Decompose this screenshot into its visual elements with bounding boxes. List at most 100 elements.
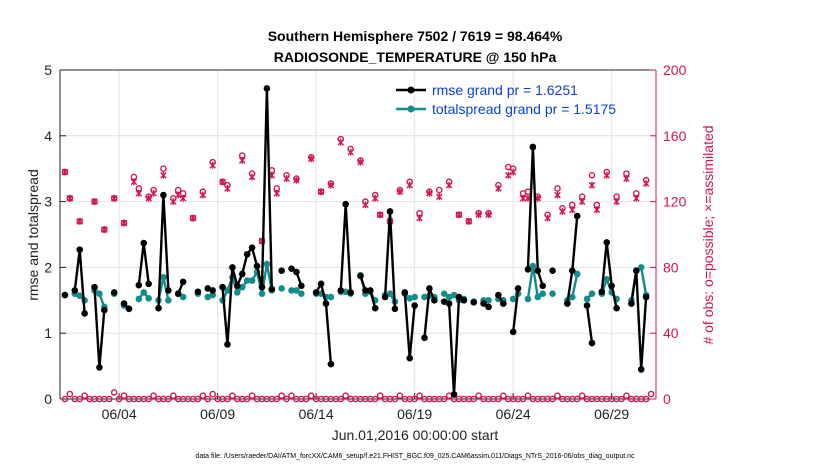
- rmse-point: [224, 341, 231, 348]
- y-left-tick-label: 5: [44, 62, 52, 78]
- obs-possible-point: [549, 395, 556, 403]
- rmse-point: [421, 334, 428, 342]
- rmse-point: [342, 200, 349, 208]
- rmse-line: [630, 269, 648, 371]
- obs-assimilated-point: [554, 191, 561, 199]
- rmse-point: [96, 364, 103, 371]
- legend: rmse grand pr = 1.6251 totalspread grand…: [396, 82, 616, 117]
- rmse-point: [495, 291, 502, 299]
- rmse-line: [403, 292, 416, 360]
- rmse-series: [61, 85, 650, 398]
- obs-possible-point: [283, 395, 290, 403]
- obs-assimilated-point: [61, 168, 69, 176]
- rmse-point: [445, 300, 453, 307]
- rmse-point: [209, 287, 216, 294]
- obs-possible-point: [495, 395, 502, 403]
- rmse-point: [317, 280, 325, 288]
- obs-possible-point: [76, 395, 84, 403]
- rmse-point: [455, 293, 463, 301]
- rmse-point: [145, 280, 152, 288]
- obs-possible-point: [524, 392, 532, 400]
- obs-assimilated-point: [110, 194, 118, 202]
- y-left-tick-label: 1: [44, 325, 52, 341]
- totalspread-point: [524, 295, 532, 303]
- obs-possible-point: [435, 186, 443, 194]
- totalspread-point: [386, 290, 394, 298]
- obs-possible-point: [224, 395, 231, 403]
- rmse-line: [73, 248, 86, 314]
- rmse-line: [585, 305, 594, 344]
- obs-assimilated-point: [293, 176, 300, 184]
- obs-assimilated-point: [544, 214, 551, 222]
- obs-assimilated-point: [642, 180, 650, 187]
- rmse-point: [91, 283, 98, 291]
- totalspread-point: [145, 295, 152, 302]
- obs-assimilated-point: [135, 189, 143, 197]
- totalspread-point: [534, 293, 542, 301]
- rmse-point: [238, 270, 246, 278]
- legend-rmse-marker: [407, 86, 415, 94]
- totalspread-point: [179, 293, 187, 301]
- obs-possible-point: [578, 392, 586, 400]
- totalspread-point: [327, 293, 335, 301]
- obs-possible-point: [642, 395, 650, 403]
- rmse-point: [288, 265, 295, 273]
- obs-assimilated-point: [101, 226, 108, 233]
- obs-possible-point: [342, 392, 349, 400]
- legend-rmse-label: rmse grand pr = 1.6251: [432, 82, 578, 98]
- x-tick-label: 06/14: [299, 406, 334, 422]
- rmse-point: [613, 304, 620, 312]
- obs-possible-point: [647, 390, 655, 398]
- obs-possible-point: [588, 171, 596, 179]
- obs-assimilated-point: [66, 194, 74, 202]
- x-tick-label: 06/04: [102, 406, 137, 422]
- totalspread-point: [140, 289, 148, 296]
- obs-assimilated-point: [120, 219, 128, 227]
- obs-possible-point: [573, 395, 581, 403]
- obs-possible-point: [120, 392, 128, 400]
- obs-assimilated-point: [603, 171, 611, 179]
- rmse-point: [263, 85, 271, 92]
- obs-assimilated-point: [189, 214, 197, 222]
- totalspread-point: [288, 287, 295, 294]
- chart-title-line2: RADIOSONDE_TEMPERATURE @ 150 hPa: [274, 49, 557, 65]
- totalspread-point: [583, 295, 591, 303]
- rmse-point: [253, 262, 261, 270]
- rmse-point: [347, 289, 354, 296]
- obs-possible-point: [229, 392, 236, 400]
- y-right-tick-label: 120: [663, 194, 687, 210]
- obs-assimilated-point: [623, 175, 630, 182]
- y-axis-right-label: # of obs: o=possible; ×=assimilated: [700, 125, 716, 344]
- obs-assimilated-point: [174, 191, 182, 199]
- legend-spread-label: totalspread grand pr = 1.5175: [432, 101, 616, 117]
- obs-possible-point: [307, 392, 315, 400]
- rmse-point: [401, 289, 409, 296]
- totalspread-point: [485, 297, 492, 304]
- totalspread-point: [529, 262, 537, 270]
- obs-possible-point: [302, 395, 310, 403]
- rmse-point: [337, 287, 345, 294]
- rmse-point: [549, 267, 556, 274]
- rmse-line: [221, 87, 273, 346]
- obs-possible-point: [278, 392, 285, 400]
- rmse-point: [293, 268, 300, 276]
- totalspread-point: [263, 260, 271, 268]
- totalspread-point: [588, 290, 596, 298]
- rmse-point: [268, 285, 276, 293]
- obs-assimilated-point: [588, 181, 596, 189]
- obs-possible-point: [618, 395, 625, 403]
- totalspread-point: [258, 290, 266, 298]
- rmse-point: [381, 293, 389, 301]
- rmse-point: [426, 285, 433, 292]
- obs-possible-point: [337, 395, 345, 403]
- x-tick-label: 06/19: [397, 406, 432, 422]
- y-left-ticks: 0 1 2 3 4 5: [44, 62, 66, 407]
- obs-assimilated-point: [485, 211, 492, 219]
- rmse-point: [61, 291, 69, 299]
- obs-assimilated-point: [426, 189, 433, 197]
- obs-assimilated-point: [337, 138, 345, 146]
- obs-possible-point: [411, 395, 418, 403]
- obs-assimilated-point: [376, 211, 384, 219]
- obs-assimilated-point: [219, 178, 226, 186]
